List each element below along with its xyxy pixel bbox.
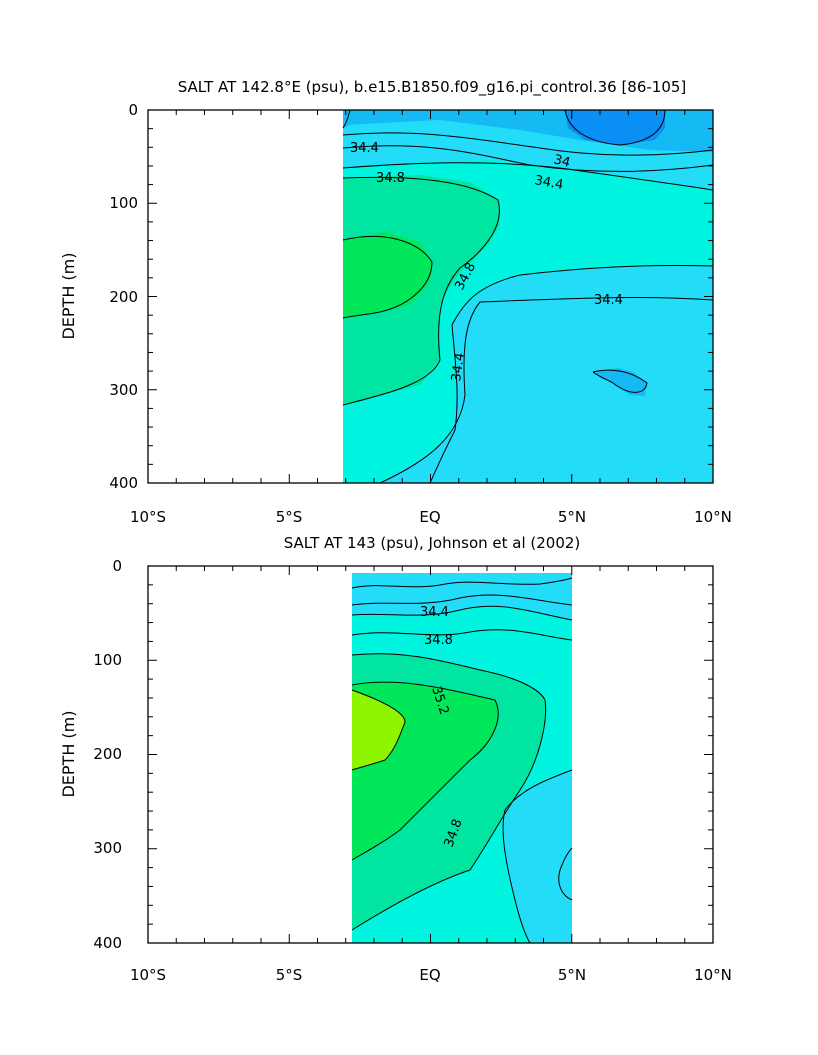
x-tick-label: EQ [419, 508, 440, 526]
contour-label: 34.4 [449, 352, 468, 383]
x-tick-label: 5°N [558, 966, 586, 984]
contour-label: 34.4 [350, 141, 379, 156]
y-tick-label: 200 [93, 745, 122, 763]
chart-observed-salinity: SALT AT 143 (psu), Johnson et al (2002) … [59, 534, 732, 984]
contour-labels: 34.4 34 34.4 34.8 34.8 34.4 34.4 [350, 141, 623, 383]
chart-model-salinity: SALT AT 142.8°E (psu), b.e15.B1850.f09_g… [59, 78, 732, 526]
y-tick-label: 200 [109, 288, 138, 306]
x-tick-label: 10°N [694, 966, 732, 984]
contour-label: 34.4 [420, 605, 449, 620]
contour-fill [343, 110, 713, 483]
axis-ticks [147, 565, 714, 944]
y-tick-label: 0 [112, 557, 122, 575]
contour-label: 34.4 [533, 173, 564, 193]
y-tick-label: 300 [109, 381, 138, 399]
chart-title: SALT AT 142.8°E (psu), b.e15.B1850.f09_g… [178, 78, 687, 97]
x-tick-label: 5°N [558, 508, 586, 526]
chart-title: SALT AT 143 (psu), Johnson et al (2002) [284, 534, 581, 552]
contour-label: 34.8 [376, 171, 405, 186]
x-tick-label: 5°S [276, 966, 303, 984]
y-axis-label: DEPTH (m) [59, 710, 78, 797]
x-tick-label: 10°S [130, 966, 166, 984]
contour-label: 34 [552, 152, 572, 171]
x-tick-label: 10°S [130, 508, 166, 526]
y-tick-label: 0 [128, 101, 138, 119]
y-tick-label: 100 [93, 651, 122, 669]
y-tick-label: 400 [109, 474, 138, 492]
x-tick-label: 10°N [694, 508, 732, 526]
contour-label: 34.4 [594, 293, 623, 308]
y-tick-label: 300 [93, 839, 122, 857]
y-tick-label: 100 [109, 194, 138, 212]
contour-lines [342, 109, 714, 484]
contour-fill [352, 573, 572, 943]
contour-label: 34.8 [424, 633, 453, 648]
axis-ticks [147, 109, 714, 484]
x-tick-label: 5°S [276, 508, 303, 526]
contour-lines [351, 577, 573, 944]
y-tick-label: 400 [93, 934, 122, 952]
x-tick-label: EQ [419, 966, 440, 984]
y-axis-label: DEPTH (m) [59, 252, 78, 339]
